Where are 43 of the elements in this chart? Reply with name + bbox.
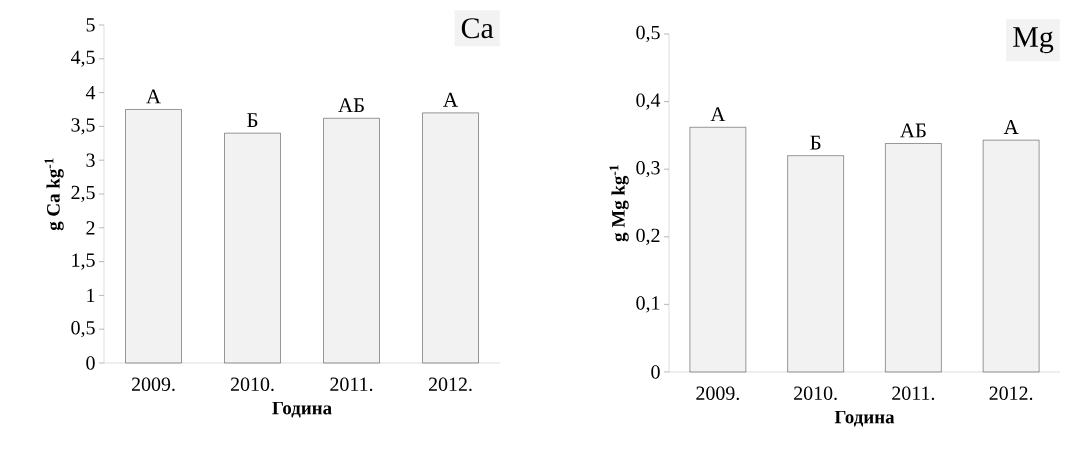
x-axis-title: Година: [272, 401, 332, 418]
x-tick-label: 2009.: [131, 377, 175, 392]
annotation: АБ: [338, 98, 364, 113]
x-tick-label: 2012.: [989, 386, 1033, 401]
y-tick-label: 0,4: [636, 93, 661, 110]
bar: [787, 155, 844, 373]
y-tick-label: 5: [86, 18, 95, 32]
x-tick-label: 2009.: [696, 386, 739, 401]
y-tick-label: 0,5: [71, 321, 95, 338]
annotation: А: [1003, 120, 1019, 134]
annotation: Б: [810, 135, 821, 150]
annotation: АБ: [900, 123, 926, 138]
annotation: Б: [247, 113, 258, 127]
y-tick-label: 4,5: [70, 50, 95, 67]
x-tick-label: 2012.: [428, 377, 472, 392]
chart-title: Mg: [1013, 27, 1054, 54]
bar: [982, 139, 1040, 373]
y-tick-label: 2: [86, 221, 95, 235]
y-tick-label: 4: [85, 86, 96, 100]
annotation: А: [146, 89, 161, 104]
bar: [689, 127, 747, 373]
y-tick-label: 0: [651, 365, 660, 379]
chart-title: Ca: [461, 18, 494, 39]
y-tick-label: 0,3: [636, 161, 660, 178]
annotation: А: [443, 92, 458, 107]
y-tick-label: 0: [86, 356, 95, 370]
y-tick-label: 0,1: [636, 296, 660, 313]
y-tick-label: 3,5: [71, 118, 95, 135]
x-tick-label: 2011.: [892, 386, 935, 401]
bar: [885, 143, 942, 373]
y-tick-label: 0,5: [636, 25, 660, 43]
y-tick-label: 0,2: [636, 228, 660, 245]
y-axis-title: g Ca kg$^{-1}$: [44, 158, 64, 231]
x-tick-label: 2010.: [794, 386, 837, 401]
x-axis-title: Година: [834, 410, 895, 427]
y-tick-label: 3: [86, 153, 95, 167]
y-axis-title: g Mg kg$^{-1}$: [609, 165, 629, 242]
y-tick-label: 1,5: [72, 253, 95, 270]
annotation: А: [710, 107, 726, 122]
x-tick-label: 2011.: [330, 377, 373, 392]
y-tick-label: 1: [87, 288, 95, 302]
y-tick-label: 2,5: [71, 185, 95, 203]
x-tick-label: 2010.: [230, 377, 274, 392]
